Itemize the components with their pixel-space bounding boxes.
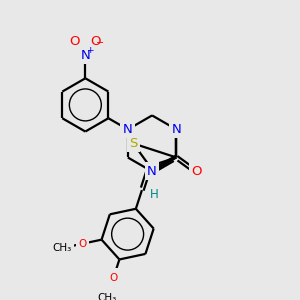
Text: N: N — [80, 49, 90, 62]
Text: +: + — [86, 46, 94, 55]
Text: O: O — [91, 35, 101, 48]
Text: N: N — [172, 123, 181, 136]
Text: −: − — [97, 38, 105, 48]
Text: N: N — [147, 165, 157, 178]
Text: CH₃: CH₃ — [97, 293, 116, 300]
Text: CH₃: CH₃ — [52, 243, 71, 253]
Text: O: O — [109, 273, 118, 283]
Text: O: O — [69, 35, 80, 48]
Text: S: S — [129, 137, 137, 150]
Text: N: N — [123, 123, 133, 136]
Text: O: O — [78, 239, 86, 249]
Text: H: H — [149, 188, 158, 200]
Text: O: O — [191, 166, 202, 178]
